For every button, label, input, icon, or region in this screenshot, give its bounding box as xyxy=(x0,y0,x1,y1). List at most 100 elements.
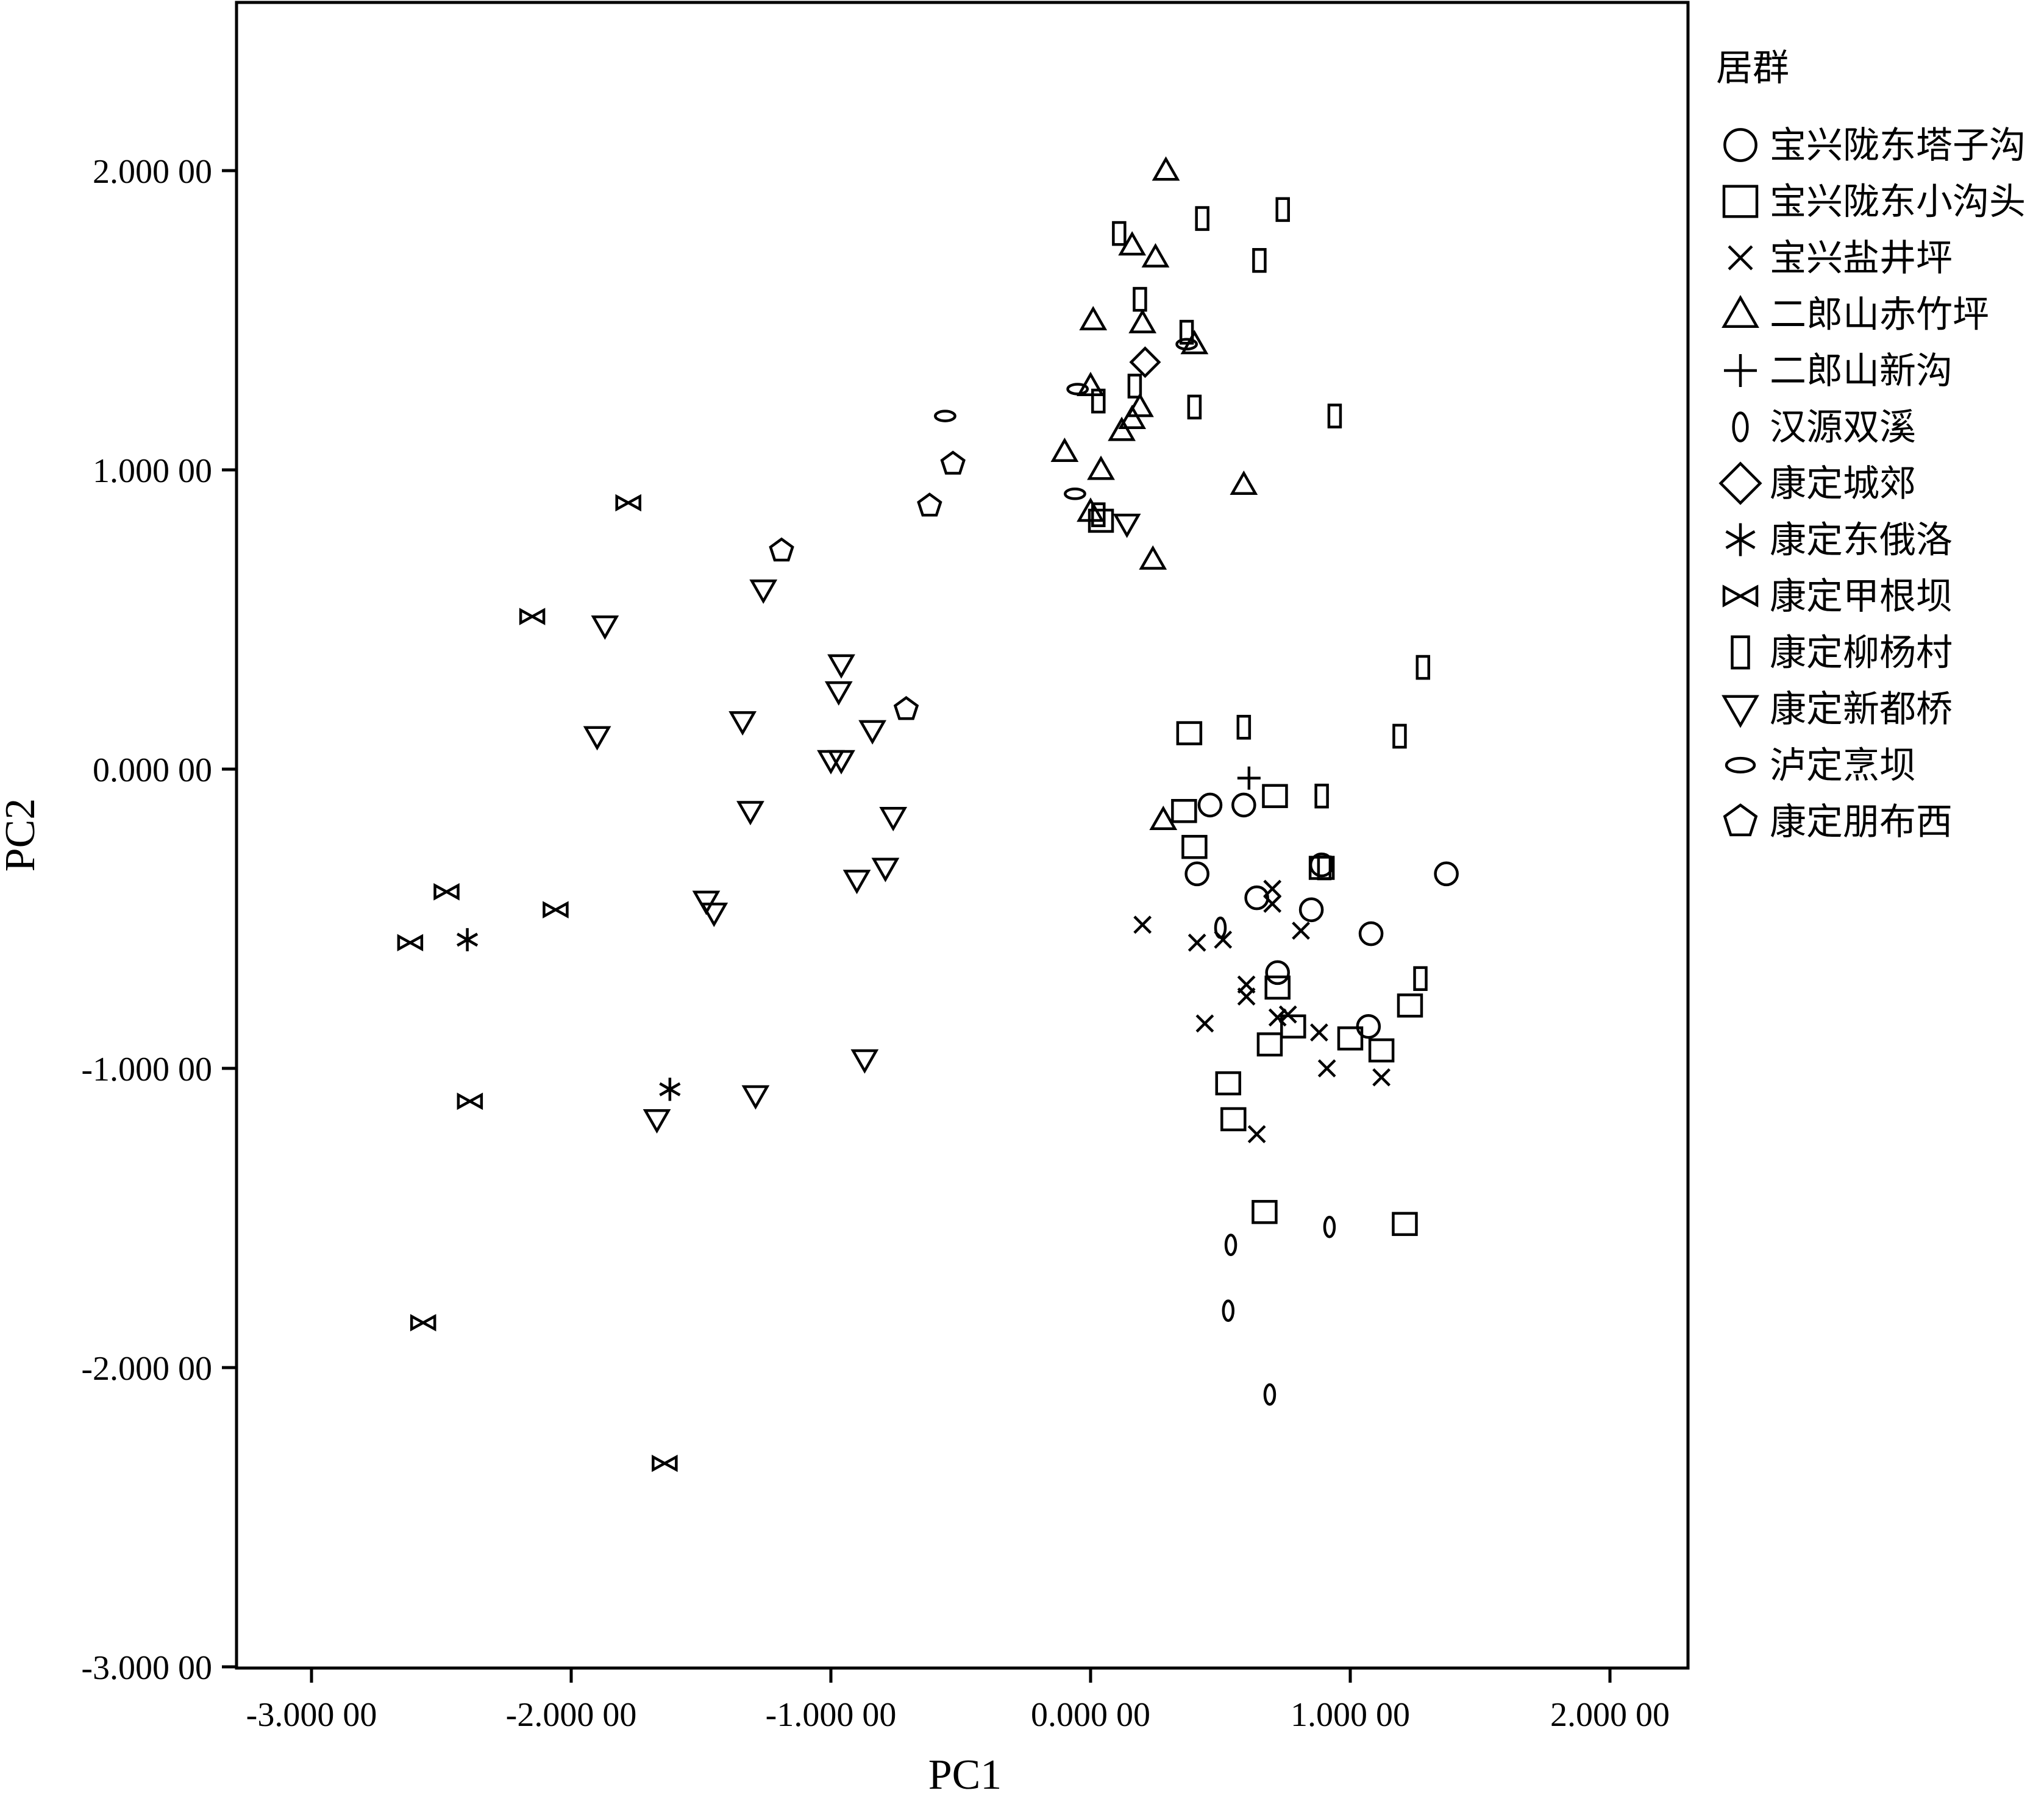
data-point xyxy=(591,615,619,640)
data-point xyxy=(643,1109,671,1134)
data-point xyxy=(519,608,546,625)
data-point xyxy=(1263,1383,1277,1406)
data-point xyxy=(871,857,900,882)
data-point xyxy=(1309,1023,1328,1042)
data-point xyxy=(1256,1032,1283,1057)
series-square xyxy=(1088,508,1423,1237)
legend-item: 宝兴盐井坪 xyxy=(1728,237,1953,280)
data-point xyxy=(457,928,479,951)
legend-marker xyxy=(1723,803,1758,837)
legend-label: 康定新都桥 xyxy=(1770,688,1953,731)
data-point xyxy=(1077,497,1105,522)
y-tick-label: -2.000 00 xyxy=(81,1350,212,1388)
legend-marker xyxy=(1731,635,1750,670)
data-point xyxy=(1176,721,1203,745)
plot-frame xyxy=(235,1,1690,1670)
data-point xyxy=(842,870,871,895)
data-point xyxy=(1237,766,1261,790)
data-point xyxy=(1263,895,1282,913)
data-point xyxy=(583,726,611,751)
legend-item: 二郎山赤竹坪 xyxy=(1722,294,1989,336)
x-axis-label: PC1 xyxy=(928,1752,1002,1798)
legend-item: 宝兴陇东小沟头 xyxy=(1722,181,2026,224)
legend-label: 泸定烹坝 xyxy=(1770,745,1916,787)
legend-marker xyxy=(1725,523,1756,556)
x-tick-label: 2.000 00 xyxy=(1550,1696,1670,1734)
legend-marker xyxy=(1725,756,1756,774)
data-point xyxy=(397,934,424,952)
legend-item: 二郎山新沟 xyxy=(1724,350,1953,392)
legend-label: 二郎山新沟 xyxy=(1770,350,1953,392)
legend-item: 康定柳杨村 xyxy=(1731,632,1953,675)
legend-label: 康定柳杨村 xyxy=(1770,632,1953,675)
data-point xyxy=(1188,933,1206,952)
data-point xyxy=(410,1314,436,1332)
series-pentagon xyxy=(769,450,966,720)
data-point xyxy=(1128,308,1157,333)
legend-label: 汉源双溪 xyxy=(1770,406,1916,449)
data-point xyxy=(700,903,728,928)
data-point xyxy=(1247,1125,1266,1143)
data-point xyxy=(1220,1107,1247,1132)
data-point xyxy=(1179,319,1194,345)
data-point xyxy=(1415,655,1431,680)
data-point xyxy=(1434,861,1459,887)
data-point xyxy=(934,410,956,422)
data-point xyxy=(858,720,887,745)
legend-marker xyxy=(1722,294,1759,328)
legend-item: 康定东俄洛 xyxy=(1725,519,1953,562)
data-points xyxy=(397,156,1459,1472)
data-point xyxy=(1184,861,1209,887)
data-point xyxy=(1222,1299,1235,1322)
data-point xyxy=(1127,374,1142,399)
data-point xyxy=(1133,286,1147,312)
data-point xyxy=(940,450,966,475)
series-triangle-down xyxy=(583,513,1141,1134)
y-tick-label: 2.000 00 xyxy=(93,153,212,191)
data-point xyxy=(1413,966,1428,992)
data-point xyxy=(1230,470,1258,495)
data-point xyxy=(1175,338,1198,351)
data-point xyxy=(1187,394,1202,420)
data-point xyxy=(1118,231,1147,256)
x-tick-label: -1.000 00 xyxy=(766,1696,897,1734)
data-point xyxy=(1278,1005,1297,1024)
legend-item: 宝兴陇东塔子沟 xyxy=(1723,124,2026,167)
legend-item: 汉源双溪 xyxy=(1732,406,1916,449)
data-point xyxy=(1108,416,1136,441)
legend-marker xyxy=(1722,185,1759,218)
data-point xyxy=(1224,1234,1237,1257)
data-point xyxy=(1141,243,1170,268)
data-point xyxy=(1112,221,1127,246)
y-tick-label: -3.000 00 xyxy=(81,1649,212,1687)
legend-title: 居群 xyxy=(1716,47,1789,90)
data-point xyxy=(659,1077,681,1101)
data-point xyxy=(1091,502,1106,527)
series-plus xyxy=(1237,766,1261,790)
data-point xyxy=(1118,404,1147,430)
legend-item: 康定新都桥 xyxy=(1722,688,1953,731)
data-point xyxy=(1171,799,1197,823)
data-point xyxy=(824,681,853,706)
legend-label: 康定城郊 xyxy=(1770,463,1916,505)
y-tick-label: 0.000 00 xyxy=(93,751,212,789)
data-point xyxy=(1265,960,1291,985)
data-point xyxy=(1268,1008,1287,1027)
data-point xyxy=(1327,403,1342,428)
data-point xyxy=(1397,993,1423,1018)
legend-marker xyxy=(1722,695,1759,728)
y-axis-label: PC2 xyxy=(0,798,44,872)
data-point xyxy=(1317,1059,1336,1077)
data-point xyxy=(893,696,919,720)
data-point xyxy=(1323,1215,1336,1238)
legend-label: 康定甲根坝 xyxy=(1770,575,1953,618)
data-point xyxy=(1392,1212,1418,1237)
legend: 居群 宝兴陇东塔子沟宝兴陇东小沟头宝兴盐井坪二郎山赤竹坪二郎山新沟汉源双溪康定城… xyxy=(1716,47,2026,843)
data-point xyxy=(1252,1199,1278,1224)
series-circle xyxy=(1184,792,1459,1039)
series-triangle xyxy=(1050,156,1258,830)
legend-label: 宝兴盐井坪 xyxy=(1770,237,1953,280)
series-diamond xyxy=(1129,346,1161,378)
data-point xyxy=(769,537,794,562)
data-point xyxy=(1231,792,1256,818)
